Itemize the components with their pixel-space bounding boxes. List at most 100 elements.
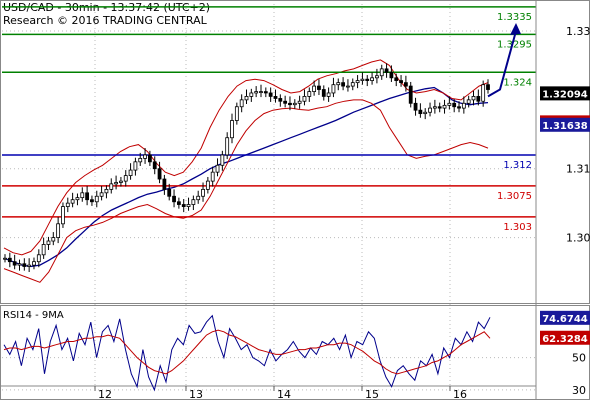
x-tick-label: 12: [98, 388, 112, 400]
candle-body: [278, 98, 283, 102]
candle-body: [447, 102, 452, 106]
candle-body: [152, 161, 157, 170]
candle-body: [90, 199, 94, 203]
candle-body: [403, 82, 408, 87]
candle-body: [239, 99, 244, 108]
level-label: 1.3335: [497, 12, 532, 23]
candle-body: [370, 77, 374, 81]
candle-body: [331, 84, 336, 94]
candle-body: [172, 195, 176, 203]
candle-body: [486, 84, 490, 90]
x-tick-label: 16: [453, 388, 467, 400]
candle-body: [452, 102, 457, 108]
candle-body: [312, 85, 317, 92]
candle-body: [297, 100, 302, 104]
candle-body: [114, 182, 118, 185]
candle-body: [273, 96, 278, 99]
candle-body: [41, 244, 46, 256]
level-label: 1.3075: [497, 191, 532, 202]
forecast-arrowhead: [510, 22, 521, 35]
candle-body: [399, 80, 403, 84]
candle-body: [225, 137, 230, 156]
candle-body: [360, 78, 365, 81]
rsi-tag-bg: [540, 330, 590, 345]
candle-body: [230, 120, 234, 139]
candle-body: [466, 99, 471, 104]
level-label: 1.3295: [497, 39, 532, 50]
price-tag-label: 1.31638: [542, 121, 588, 132]
candle-body: [259, 91, 263, 93]
candle-body: [249, 92, 254, 97]
candle-body: [12, 261, 17, 266]
candle-body: [181, 204, 186, 207]
candle-body: [365, 78, 370, 81]
candle-body: [413, 102, 418, 111]
candle-body: [56, 223, 61, 238]
candle-body: [442, 104, 447, 109]
candle-body: [27, 264, 32, 267]
candle-body: [244, 96, 249, 101]
candle-body: [3, 257, 7, 260]
candle-body: [70, 199, 75, 204]
candle-body: [119, 180, 123, 183]
candle-body: [428, 107, 432, 113]
candle-body: [471, 96, 476, 101]
candle-body: [36, 254, 41, 263]
candle-body: [234, 106, 239, 121]
candle-body: [379, 68, 384, 77]
candle-body: [176, 201, 181, 205]
candle-body: [321, 89, 326, 97]
rsi-panel-frame: [0, 305, 590, 400]
candle-body: [375, 75, 379, 79]
candle-body: [191, 199, 196, 205]
series-bb_upper: [3, 59, 489, 256]
candle-body: [138, 157, 143, 163]
rsi-tag-bg: [540, 310, 590, 325]
candle-body: [109, 183, 114, 190]
level-label: 1.324: [503, 77, 532, 88]
candle-body: [307, 91, 312, 97]
candle-body: [263, 91, 268, 94]
candle-body: [481, 84, 486, 102]
candle-body: [46, 240, 51, 245]
candle-body: [133, 161, 138, 171]
candle-body: [17, 263, 22, 266]
candle-body: [157, 168, 162, 180]
candle-body: [461, 102, 466, 109]
candle-body: [437, 106, 442, 109]
candle-body: [268, 92, 273, 97]
series-bb_lower: [3, 99, 489, 283]
candle-body: [99, 192, 104, 197]
chart-header-copyright: Research © 2016 TRADING CENTRAL: [3, 14, 207, 27]
price-tag-bg: [540, 86, 590, 101]
candle-body: [336, 82, 341, 86]
level-label: 1.303: [503, 222, 532, 233]
candle-body: [123, 175, 128, 182]
candle-body: [32, 261, 36, 266]
candle-body: [186, 204, 191, 207]
candle-body: [292, 102, 297, 106]
candle-body: [432, 106, 437, 109]
x-tick-label: 14: [277, 388, 291, 400]
y-tick-label: 1.31: [566, 163, 590, 176]
rsi-title: RSI14 - 9MA: [3, 310, 64, 321]
candle-body: [389, 71, 394, 79]
candle-body: [167, 188, 172, 197]
candle-body: [423, 111, 428, 115]
candle-body: [143, 154, 147, 159]
candle-body: [51, 237, 56, 242]
candle-body: [215, 164, 220, 173]
candle-body: [283, 100, 288, 104]
candle-body: [476, 96, 481, 102]
candle-body: [408, 85, 413, 104]
candle-body: [94, 195, 99, 203]
candle-body: [457, 106, 461, 109]
candle-body: [80, 192, 85, 199]
rsi-tag-label: 74.6744: [542, 314, 588, 325]
candle-body: [104, 188, 109, 194]
candle-body: [201, 188, 205, 197]
x-tick-label: 15: [365, 388, 379, 400]
rsi-y-tick-label: 50: [572, 352, 586, 365]
candle-body: [85, 192, 90, 201]
